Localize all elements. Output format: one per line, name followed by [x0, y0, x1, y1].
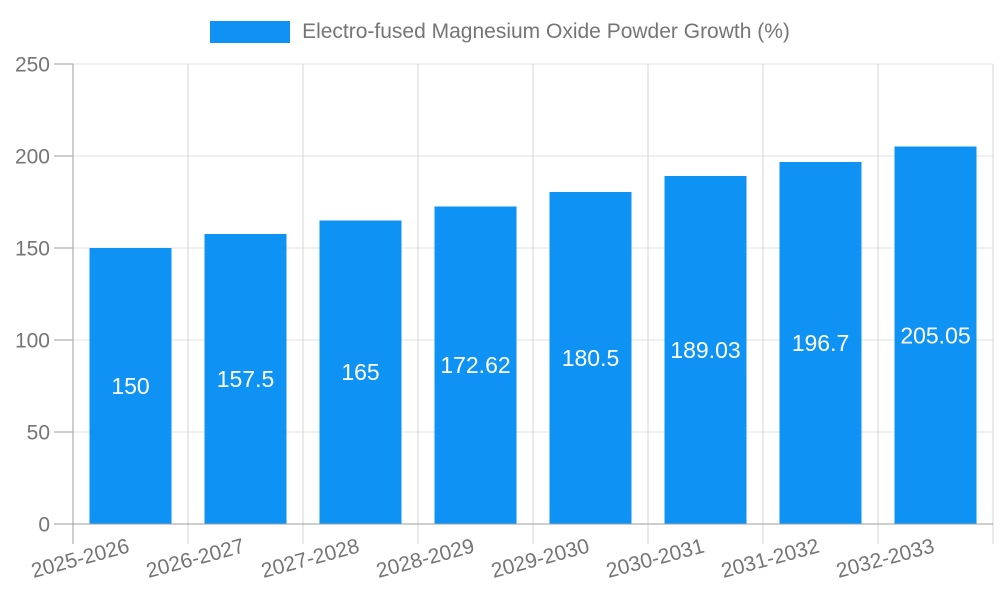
x-tick-label: 2031-2032: [719, 535, 822, 583]
legend[interactable]: Electro-fused Magnesium Oxide Powder Gro…: [0, 21, 1000, 43]
y-tick-label: 100: [15, 329, 50, 352]
y-tick-label: 150: [15, 237, 50, 260]
y-tick-label: 0: [38, 513, 50, 536]
y-tick-label: 200: [15, 145, 50, 168]
x-tick-label: 2027-2028: [259, 535, 362, 583]
bar-value-label: 157.5: [217, 366, 275, 392]
x-tick-label: 2028-2029: [374, 535, 477, 583]
bar[interactable]: [319, 220, 402, 524]
bar-value-label: 196.7: [792, 330, 850, 356]
x-tick-label: 2026-2027: [144, 535, 247, 583]
y-tick-label: 50: [27, 421, 50, 444]
bar-value-label: 172.62: [440, 352, 510, 378]
bar-value-label: 180.5: [562, 345, 620, 371]
x-tick-label: 2025-2026: [29, 535, 132, 583]
bar-value-label: 165: [341, 359, 379, 385]
bar-value-label: 189.03: [670, 337, 740, 363]
x-tick-label: 2029-2030: [489, 535, 592, 583]
bar-value-label: 150: [111, 373, 149, 399]
bar[interactable]: [204, 234, 287, 524]
bar[interactable]: [664, 176, 747, 524]
bar[interactable]: [89, 248, 172, 524]
bar[interactable]: [434, 206, 517, 524]
x-tick-label: 2032-2033: [834, 535, 937, 583]
legend-label: Electro-fused Magnesium Oxide Powder Gro…: [302, 20, 790, 43]
legend-swatch: [210, 21, 291, 43]
y-tick-label: 250: [15, 53, 50, 76]
bar[interactable]: [894, 146, 977, 524]
bar[interactable]: [549, 191, 632, 524]
bar-value-label: 205.05: [900, 322, 970, 348]
bar[interactable]: [779, 162, 862, 524]
x-tick-label: 2030-2031: [604, 535, 707, 583]
